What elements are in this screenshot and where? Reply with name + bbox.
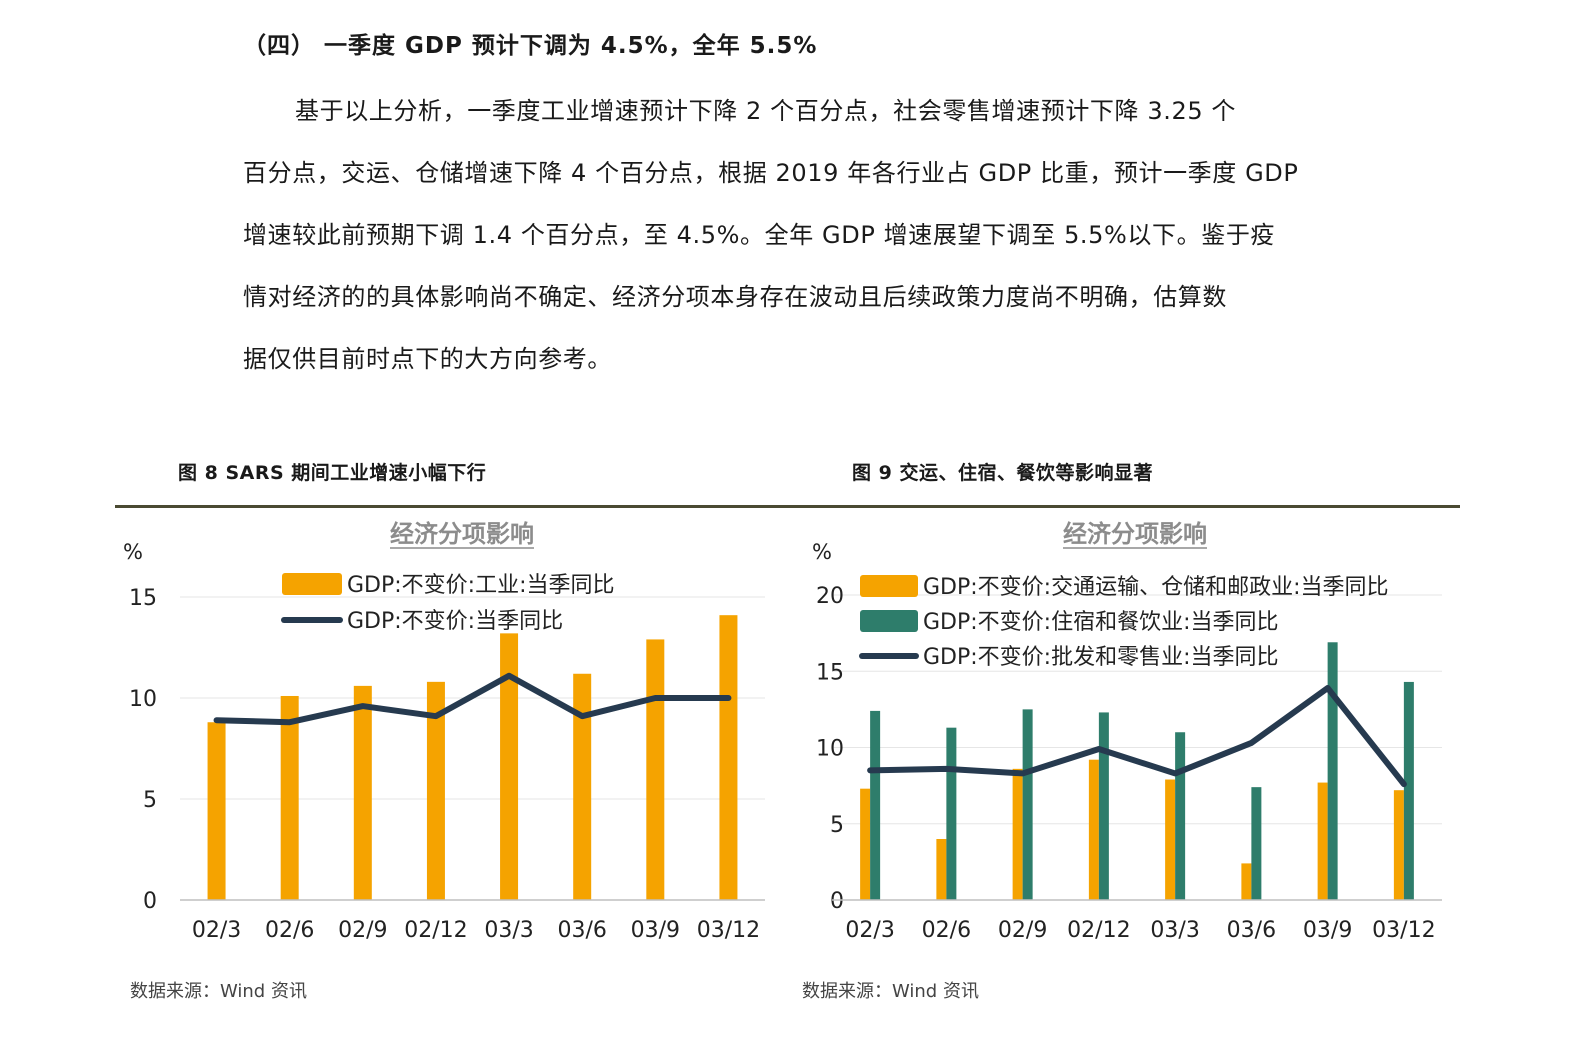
bar-secondary — [1022, 709, 1033, 900]
figure-9-chart: 经济分项影响% 0 5 10 15 20 02/3 02/6 02/9 02/12 03/3 03/6… — [812, 520, 1442, 943]
section-heading: （四） 一季度 GDP 预计下调为 4.5%，全年 5.5% — [243, 33, 818, 59]
y-tick-label: 5 — [143, 788, 157, 813]
figure-9-caption: 图 9 交运、住宿、餐饮等影响显著 — [852, 462, 1153, 484]
x-tick-label: 02/3 — [192, 918, 241, 943]
y-tick-label: 20 — [816, 584, 844, 609]
legend-label: GDP:不变价:交通运输、仓储和邮政业:当季同比 — [923, 575, 1389, 600]
y-tick-label: 15 — [816, 660, 844, 685]
bar-primary — [1317, 782, 1328, 900]
paragraph-line: 百分点，交运、仓储增速下降 4 个百分点，根据 2019 年各行业占 GDP 比… — [243, 159, 1299, 187]
y-axis-unit-label: % — [812, 540, 832, 564]
bar-primary — [1165, 779, 1176, 900]
bar-primary — [860, 788, 871, 900]
bar-secondary — [1327, 642, 1338, 900]
x-tick-label: 03/12 — [1372, 918, 1435, 943]
x-tick-label: 02/6 — [265, 918, 314, 943]
bar-primary — [426, 681, 445, 900]
bar-primary — [936, 839, 947, 900]
x-tick-label: 03/12 — [697, 918, 760, 943]
paragraph-line: 增速较此前预期下调 1.4 个百分点，至 4.5%。全年 GDP 增速展望下调至… — [243, 221, 1276, 249]
bar-secondary — [946, 727, 957, 900]
bar-secondary — [1251, 787, 1262, 900]
bar-primary — [719, 615, 738, 900]
line-series — [213, 672, 732, 726]
y-tick-label: 0 — [143, 889, 157, 914]
x-tick-label: 02/9 — [998, 918, 1047, 943]
line-series — [867, 685, 1407, 788]
x-tick-label: 03/6 — [557, 918, 606, 943]
figure-divider-rule — [115, 505, 1460, 508]
bar-primary — [353, 685, 372, 900]
bar-secondary — [1098, 712, 1109, 900]
x-tick-label: 03/3 — [484, 918, 533, 943]
bar-primary — [1088, 759, 1099, 900]
paragraph-line: 基于以上分析，一季度工业增速预计下降 2 个百分点，社会零售增速预计下降 3.2… — [295, 97, 1237, 125]
y-tick-label: 10 — [129, 687, 157, 712]
figure-9-source: 数据来源：Wind 资讯 — [802, 981, 979, 1002]
x-tick-label: 03/9 — [631, 918, 680, 943]
chart-title: 经济分项影响 — [1063, 520, 1207, 548]
bar-primary — [1241, 863, 1252, 900]
legend-swatch-bar — [282, 573, 342, 595]
bar-secondary — [1175, 732, 1186, 900]
bar-primary — [500, 633, 519, 900]
x-tick-label: 03/3 — [1150, 918, 1199, 943]
bar-secondary — [870, 710, 881, 900]
bar-primary — [646, 639, 665, 900]
bar-primary — [280, 695, 299, 900]
legend-swatch-bar — [860, 610, 918, 632]
y-tick-label: 15 — [129, 586, 157, 611]
bar-primary — [1393, 790, 1404, 900]
x-tick-label: 02/6 — [922, 918, 971, 943]
body-paragraph: 基于以上分析，一季度工业增速预计下降 2 个百分点，社会零售增速预计下降 3.2… — [243, 80, 1338, 390]
y-axis-unit-label: % — [123, 540, 143, 564]
y-tick-label: 5 — [830, 813, 844, 838]
figure-8-source: 数据来源：Wind 资讯 — [130, 981, 307, 1002]
x-tick-label: 02/3 — [845, 918, 894, 943]
figure-8-chart: 经济分项影响% 0 5 10 15 02/3 02/6 02/9 02/12 03/3 03/6 03… — [123, 520, 765, 943]
x-tick-label: 02/12 — [1067, 918, 1130, 943]
x-tick-label: 02/9 — [338, 918, 387, 943]
x-tick-label: 03/9 — [1303, 918, 1352, 943]
figure-8-caption: 图 8 SARS 期间工业增速小幅下行 — [178, 462, 487, 484]
chart-title: 经济分项影响 — [390, 520, 534, 548]
paragraph-line: 情对经济的的具体影响尚不确定、经济分项本身存在波动且后续政策力度尚不明确，估算数 — [243, 283, 1227, 311]
x-tick-label: 03/6 — [1227, 918, 1276, 943]
legend-label: GDP:不变价:住宿和餐饮业:当季同比 — [923, 610, 1279, 635]
x-tick-label: 02/12 — [404, 918, 467, 943]
bar-primary — [573, 673, 592, 900]
legend-label: GDP:不变价:当季同比 — [347, 609, 563, 634]
legend-label: GDP:不变价:批发和零售业:当季同比 — [923, 645, 1279, 670]
bar-primary — [207, 722, 226, 900]
bar-secondary — [1403, 681, 1414, 900]
legend-label: GDP:不变价:工业:当季同比 — [347, 573, 615, 598]
bar-primary — [1012, 768, 1023, 900]
paragraph-line: 据仅供目前时点下的大方向参考。 — [243, 345, 612, 373]
y-tick-label: 0 — [830, 889, 844, 914]
y-tick-label: 10 — [816, 737, 844, 762]
legend-swatch-bar — [860, 575, 918, 597]
